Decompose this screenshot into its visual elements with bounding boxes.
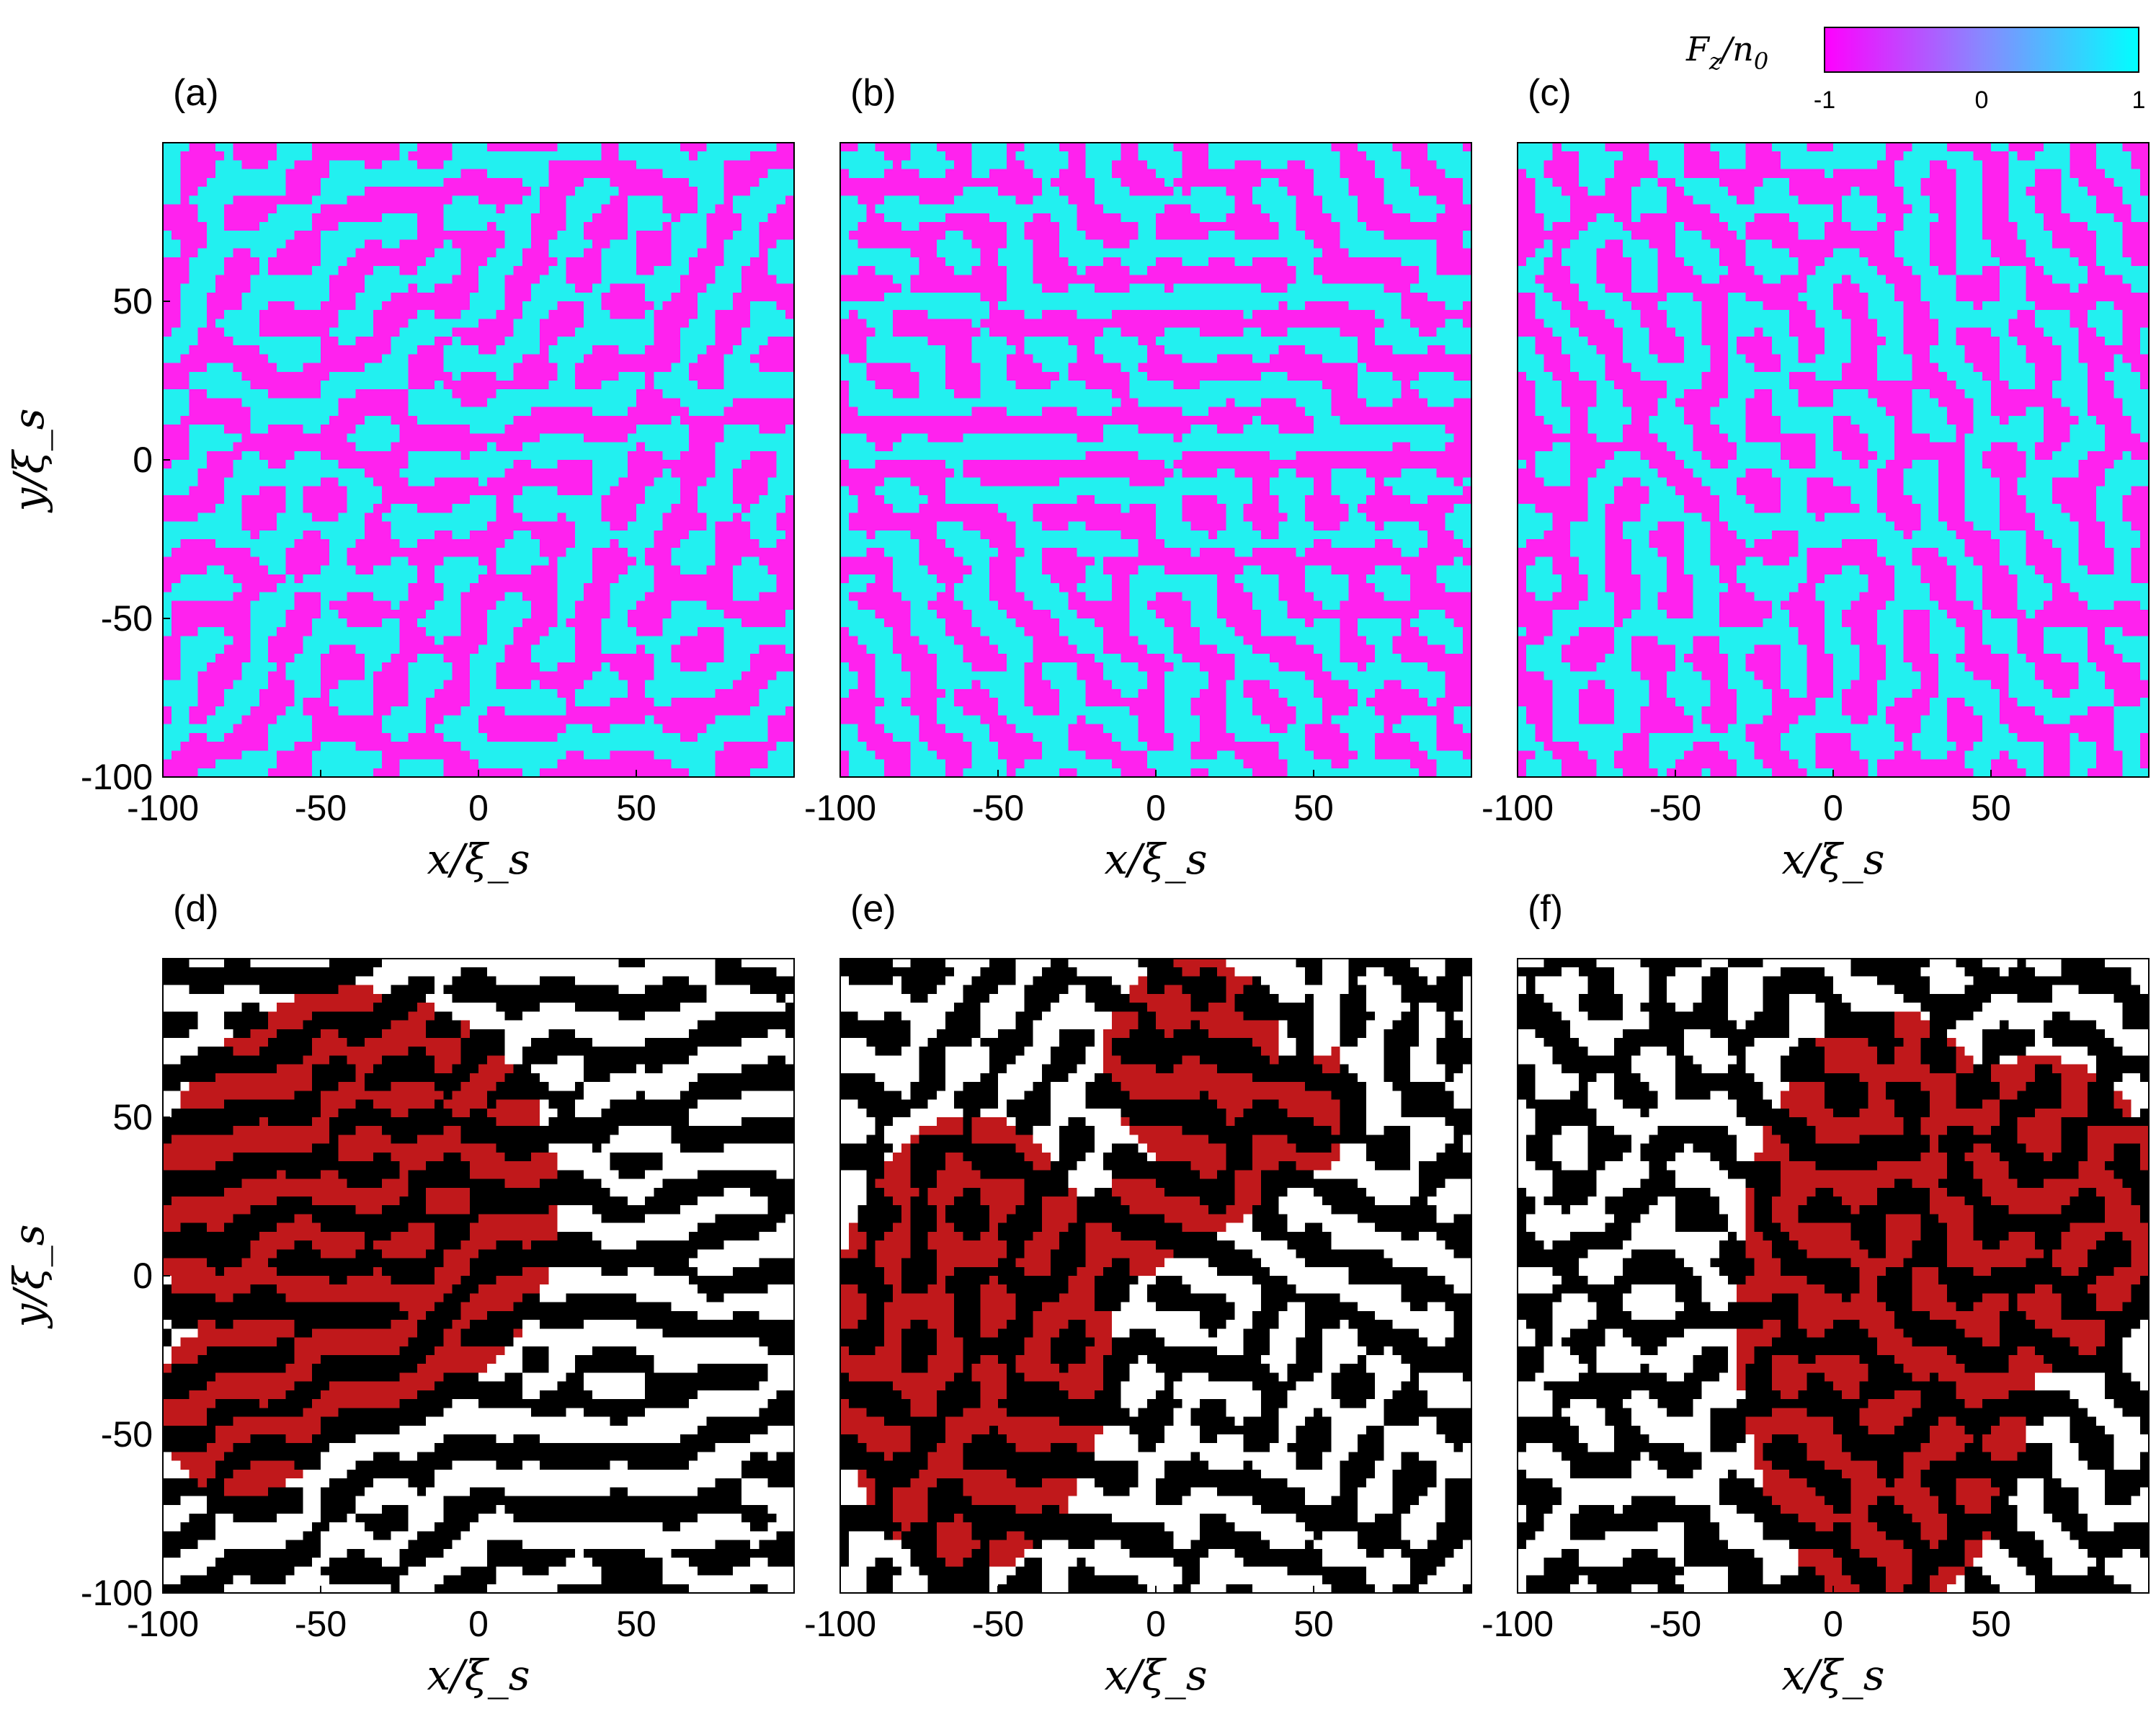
x-tick-label: 50	[1971, 1604, 2011, 1644]
x-tick-label: -100	[127, 1604, 199, 1644]
x-tick-label: -50	[972, 1604, 1024, 1644]
panel-label: (e)	[850, 888, 896, 930]
x-axis-label: x/ξ_s	[427, 835, 530, 884]
colorbar: Fz/n0 -1 0 1	[1685, 27, 2145, 114]
heatmap-image	[1518, 959, 2149, 1593]
panel-label: (b)	[850, 72, 896, 114]
x-tick-label: 50	[616, 1604, 656, 1644]
x-tick-label: 0	[1823, 1604, 1843, 1644]
x-tick-label: -100	[1482, 788, 1554, 828]
heatmap-image	[840, 143, 1471, 777]
x-axis-label: x/ξ_s	[1105, 835, 1208, 884]
y-tick-label: 0	[133, 440, 153, 480]
heatmap-image	[1518, 143, 2149, 777]
x-axis-label: x/ξ_s	[1782, 1651, 1885, 1700]
y-tick-label: -50	[101, 598, 153, 639]
y-tick-label: -50	[101, 1414, 153, 1455]
x-tick-label: -100	[804, 788, 876, 828]
x-axis-label: x/ξ_s	[427, 1651, 530, 1700]
colorbar-tick-mid: 0	[1975, 86, 1989, 114]
x-tick-label: 50	[1293, 788, 1334, 828]
x-tick-label: -50	[295, 788, 347, 828]
x-tick-label: 0	[1146, 788, 1166, 828]
x-tick-label: 0	[468, 1604, 489, 1644]
x-tick-label: 0	[1146, 1604, 1166, 1644]
colorbar-label: Fz/n0	[1685, 30, 1768, 75]
panel-c: (c) -100 -50 0 50 x/ξ_s	[1482, 72, 2150, 884]
x-tick-label: 50	[1293, 1604, 1334, 1644]
x-tick-label: -100	[1482, 1604, 1554, 1644]
y-tick-label: -100	[81, 757, 153, 797]
panel-label: (d)	[173, 888, 219, 930]
x-tick-label: -100	[804, 1604, 876, 1644]
colorbar-gradient	[1824, 27, 2139, 73]
y-axis-label: y/ξ_s	[4, 408, 53, 513]
x-tick-label: 50	[1971, 788, 2011, 828]
colorbar-tick-max: 1	[2132, 86, 2146, 114]
x-tick-label: -50	[1649, 788, 1701, 828]
x-tick-label: -50	[295, 1604, 347, 1644]
heatmap-image	[840, 959, 1471, 1593]
x-tick-label: -50	[972, 788, 1024, 828]
y-tick-label: 50	[112, 1097, 153, 1137]
y-axis-label: y/ξ_s	[4, 1224, 53, 1329]
x-tick-label: 0	[468, 788, 489, 828]
panel-b: (b) -100 -50 0 50 x/ξ_s	[804, 72, 1472, 884]
panel-a: (a) -100 -50 0 50 -100 -50 0 50 x/ξ_s y/ξ_s	[4, 72, 795, 884]
x-axis-label: x/ξ_s	[1105, 1651, 1208, 1700]
panel-f: (f) -100 -50 0 50 x/ξ_s	[1482, 888, 2150, 1700]
heatmap-image	[163, 959, 794, 1593]
y-tick-label: 0	[133, 1256, 153, 1296]
panel-label: (c)	[1528, 72, 1572, 114]
y-tick-label: -100	[81, 1573, 153, 1613]
panel-label: (a)	[173, 72, 219, 114]
x-tick-label: 0	[1823, 788, 1843, 828]
panel-label: (f)	[1528, 888, 1563, 930]
panel-d: (d) -100 -50 0 50 -100 -50 0 50 x/ξ_s y/ξ_s	[4, 888, 795, 1700]
x-tick-label: -100	[127, 788, 199, 828]
x-tick-label: -50	[1649, 1604, 1701, 1644]
panel-e: (e) -100 -50 0 50 x/ξ_s	[804, 888, 1472, 1700]
heatmap-image	[163, 143, 794, 777]
x-axis-label: x/ξ_s	[1782, 835, 1885, 884]
y-tick-label: 50	[112, 281, 153, 321]
panels: (a)-100 -50 0 50-100-50050x/ξ_sy/ξ_s(b)-100…	[4, 72, 2150, 1700]
x-tick-label: 50	[616, 788, 656, 828]
colorbar-tick-min: -1	[1814, 86, 1835, 114]
